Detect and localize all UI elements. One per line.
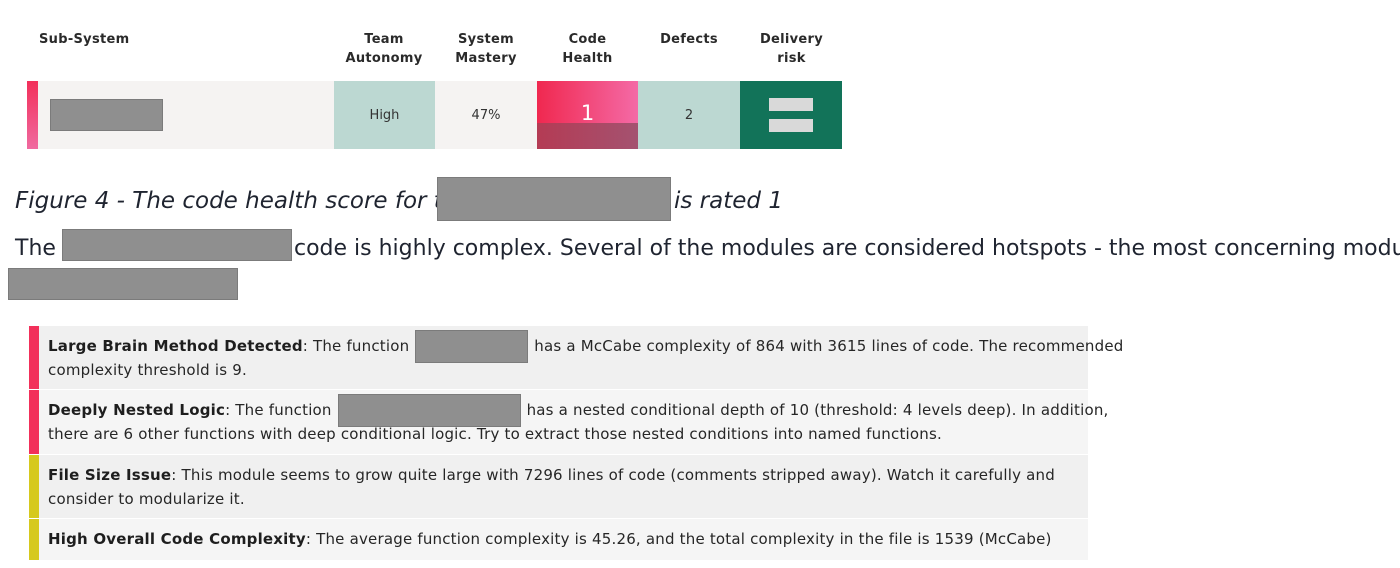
equals-icon — [769, 98, 813, 132]
caption-suffix: is rated 1 — [674, 188, 783, 214]
header-code-health: Code Health — [537, 30, 638, 68]
paragraph-start: The — [15, 236, 56, 261]
finding-text-after: has a McCabe complexity of 864 with 3615… — [534, 337, 1124, 355]
figure-caption: Figure 4 - The code health score for the — [15, 187, 472, 215]
paragraph-rest: code is highly complex. Several of the m… — [294, 236, 1400, 261]
severity-bar-yellow — [29, 519, 39, 560]
finding-text: : This module seems to grow quite large … — [171, 466, 1055, 484]
severity-bar-yellow — [29, 455, 39, 518]
redacted-caption-subsystem — [437, 177, 671, 221]
header-team-autonomy: Team Autonomy — [334, 30, 434, 68]
code-health-fill — [537, 123, 638, 149]
finding-file-size-issue: File Size Issue: This module seems to gr… — [29, 455, 1088, 518]
redacted-paragraph-subsystem — [62, 229, 292, 261]
header-team-autonomy-line1: Team — [364, 32, 404, 47]
finding-large-brain-method: Large Brain Method Detected: The functio… — [29, 326, 1123, 389]
redacted-function-name — [337, 394, 521, 427]
defects-value: 2 — [684, 107, 694, 123]
header-defects: Defects — [660, 32, 718, 47]
code-health-cell: 1 — [537, 81, 638, 149]
finding-text-line2: consider to modularize it. — [48, 490, 245, 508]
finding-title: Deeply Nested Logic — [48, 401, 226, 419]
system-mastery-value: 47% — [471, 107, 501, 123]
severity-bar-red — [29, 326, 39, 389]
finding-title: File Size Issue — [48, 466, 172, 484]
redacted-module-name — [8, 268, 238, 300]
finding-title: High Overall Code Complexity — [48, 530, 306, 548]
finding-text: : The average function complexity is 45.… — [305, 530, 1052, 548]
row-accent-bar — [27, 81, 38, 149]
team-autonomy-value: High — [369, 107, 400, 123]
finding-deeply-nested-logic: Deeply Nested Logic: The function has a … — [29, 390, 1108, 454]
finding-title: Large Brain Method Detected — [48, 337, 303, 355]
finding-text-line2: complexity threshold is 9. — [48, 361, 247, 379]
code-health-value: 1 — [580, 101, 595, 125]
header-delivery-risk: Delivery risk — [741, 30, 842, 68]
header-system-mastery-line1: System — [458, 32, 514, 47]
finding-text-after: has a nested conditional depth of 10 (th… — [526, 401, 1109, 419]
redacted-subsystem-name — [50, 99, 163, 131]
header-system-mastery: System Mastery — [436, 30, 536, 68]
delivery-risk-cell — [740, 81, 842, 149]
header-team-autonomy-line2: Autonomy — [345, 51, 423, 66]
header-delivery-risk-line2: risk — [777, 51, 806, 66]
system-mastery-cell: 47% — [435, 81, 537, 149]
defects-cell: 2 — [638, 81, 740, 149]
finding-high-overall-complexity: High Overall Code Complexity: The averag… — [29, 519, 1088, 560]
header-code-health-line1: Code — [568, 32, 607, 47]
subsystem-cell — [38, 81, 334, 149]
team-autonomy-cell: High — [334, 81, 435, 149]
finding-text: : The function — [302, 337, 410, 355]
finding-text: : The function — [225, 401, 332, 419]
redacted-function-name — [415, 330, 529, 363]
header-code-health-line2: Health — [562, 51, 613, 66]
header-subsystem: Sub-System — [39, 32, 130, 47]
header-delivery-risk-line1: Delivery — [759, 32, 824, 47]
caption-prefix: Figure 4 - The code health score for the — [15, 188, 472, 214]
header-system-mastery-line2: Mastery — [455, 51, 517, 66]
severity-bar-red — [29, 390, 39, 454]
finding-text-line2: there are 6 other functions with deep co… — [48, 425, 942, 443]
